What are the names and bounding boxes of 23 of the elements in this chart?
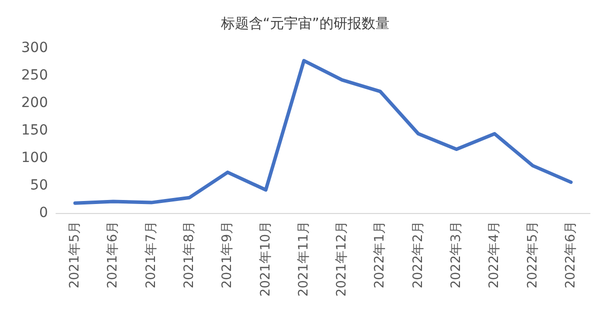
x-tick-label: 2021年10月 xyxy=(258,221,274,297)
y-tick-label: 50 xyxy=(30,178,48,194)
y-tick-label: 150 xyxy=(21,122,48,138)
x-tick-label: 2021年7月 xyxy=(144,221,159,288)
x-tick-label: 2022年4月 xyxy=(487,221,502,288)
x-tick-label: 2022年2月 xyxy=(410,221,426,288)
y-tick-label: 0 xyxy=(39,205,48,221)
x-tick-label: 2021年5月 xyxy=(68,221,83,288)
y-tick-label: 200 xyxy=(21,95,48,111)
line-series xyxy=(73,58,573,205)
y-tick-label: 250 xyxy=(21,68,48,84)
x-tick-label: 2021年12月 xyxy=(334,221,350,297)
x-tick-label: 2021年8月 xyxy=(182,221,197,288)
x-tick-label: 2021年6月 xyxy=(106,221,121,288)
y-tick-label: 300 xyxy=(21,40,48,56)
y-tick-label: 100 xyxy=(21,150,48,166)
x-tick-label: 2021年11月 xyxy=(296,221,312,297)
x-tick-label: 2022年1月 xyxy=(372,221,388,288)
x-tick-label: 2022年6月 xyxy=(563,221,578,288)
x-tick-label: 2022年3月 xyxy=(449,221,464,288)
chart-title: 标题含“元宇宙”的研报数量 xyxy=(220,16,390,32)
x-tick-label: 2021年9月 xyxy=(220,221,236,288)
x-tick-label: 2022年5月 xyxy=(525,221,540,288)
